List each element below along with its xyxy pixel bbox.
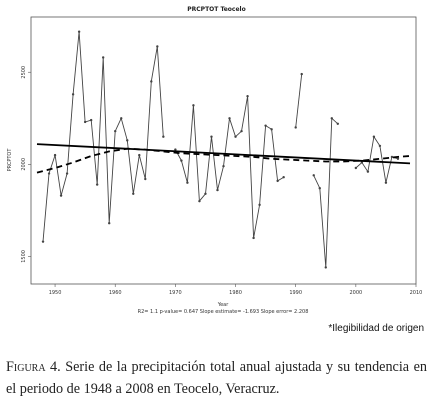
legibility-note: *Ilegibilidad de origen bbox=[328, 323, 424, 334]
x-tick-label: 2000 bbox=[349, 290, 362, 296]
fitted-curve bbox=[36, 147, 411, 174]
chart-title: PRCPTOT Teocelo bbox=[187, 6, 246, 13]
data-point bbox=[41, 240, 45, 243]
x-axis-label: Year bbox=[217, 302, 230, 308]
stats-text: R2= 1.1 p-value= 0.647 Slope estimate= -… bbox=[138, 309, 309, 315]
data-point bbox=[324, 266, 327, 269]
figure-caption: Figura 4. Serie de la precipitación tota… bbox=[6, 356, 427, 400]
x-tick-label: 1960 bbox=[109, 290, 122, 296]
series-line-segment bbox=[295, 74, 303, 128]
series-layer bbox=[36, 30, 411, 269]
x-tick-label: 1970 bbox=[169, 290, 182, 296]
x-tick-label: 2010 bbox=[410, 290, 423, 296]
y-axis-label: PRCPTOT bbox=[7, 148, 13, 172]
trend-line bbox=[36, 143, 411, 165]
x-tick-label: 1980 bbox=[229, 290, 242, 296]
y-tick-label: 2500 bbox=[21, 66, 27, 79]
chart: 1950 1960 1970 1980 1990 2000 2010 1500 2000 2500… bbox=[7, 16, 422, 315]
caption-label: Figura 4. bbox=[6, 359, 61, 375]
x-tick-label: 1990 bbox=[289, 290, 302, 296]
x-tick-label: 1950 bbox=[49, 290, 62, 296]
series-line-segment bbox=[175, 96, 284, 239]
series-line-segment bbox=[313, 117, 339, 268]
precipitation-series bbox=[41, 30, 400, 269]
series-line-segment bbox=[355, 135, 399, 183]
y-tick-label: 1500 bbox=[21, 250, 27, 263]
y-tick-label: 2000 bbox=[21, 158, 27, 171]
data-point bbox=[300, 72, 303, 76]
series-line-segment bbox=[42, 31, 164, 242]
caption-text: Serie de la precipitación total anual aj… bbox=[6, 359, 427, 397]
axes: 1950 1960 1970 1980 1990 2000 2010 1500 2000 2500 bbox=[21, 66, 422, 296]
plot-frame bbox=[30, 16, 417, 285]
data-point bbox=[108, 222, 111, 225]
